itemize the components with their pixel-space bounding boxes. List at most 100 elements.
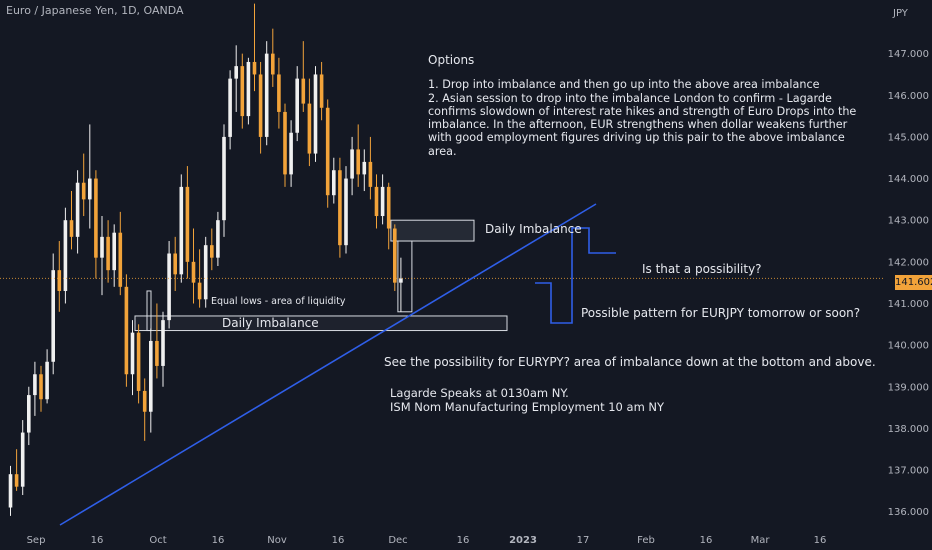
price-tick-label: 145.000	[888, 132, 929, 143]
daily-imbalance-top-label: Daily Imbalance	[485, 222, 582, 236]
candle-body	[118, 232, 123, 287]
candle-body	[313, 74, 318, 154]
candle-body	[399, 278, 403, 283]
candle-body	[149, 340, 153, 412]
candle	[142, 378, 147, 441]
candle-body	[307, 103, 312, 154]
candle-body	[252, 61, 257, 75]
drawings-layer	[0, 203, 885, 526]
candle	[88, 124, 92, 229]
candle-body	[338, 170, 342, 246]
price-tick-label: 142.000	[888, 257, 929, 268]
candle-body	[386, 186, 391, 229]
candle	[27, 386, 31, 446]
candle	[51, 253, 55, 375]
time-tick-label: Feb	[637, 535, 655, 546]
candle-body	[222, 136, 226, 221]
candle-body	[332, 170, 336, 196]
candle-body	[380, 186, 385, 217]
candle-body	[350, 149, 354, 179]
price-tick-label: 146.000	[888, 91, 929, 102]
candle	[240, 53, 245, 129]
candle-body	[8, 474, 13, 508]
candle-body	[45, 361, 49, 400]
time-tick-label: Mar	[751, 535, 771, 546]
candle-body	[210, 245, 214, 258]
time-tick-label: 2023	[509, 535, 537, 546]
equal-lows-label: Equal lows - area of liquidity	[211, 296, 346, 307]
candle-body	[75, 182, 80, 237]
options-item-1: 1. Drop into imbalance and then go up in…	[428, 78, 820, 92]
candle-body	[356, 149, 360, 175]
candle	[149, 328, 153, 433]
price-axis[interactable]: JPY 136.000 137.000 138.000 139.000 140.000 14…	[888, 8, 929, 518]
candle	[246, 57, 251, 125]
candle-body	[374, 186, 379, 217]
candle-body	[39, 374, 43, 400]
candle-body	[319, 74, 324, 108]
candle-body	[191, 261, 196, 283]
candle-body	[100, 236, 104, 258]
candle-body	[124, 286, 129, 375]
candle	[179, 174, 184, 283]
candle	[130, 320, 135, 396]
candle-body	[155, 340, 159, 366]
candle	[33, 361, 37, 416]
candle	[210, 228, 214, 271]
candle	[277, 57, 281, 129]
candle	[338, 157, 342, 258]
candles-layer	[8, 3, 403, 516]
price-tick-label: 136.000	[888, 507, 929, 518]
candle-body	[289, 132, 293, 175]
candle-body	[167, 253, 171, 321]
candle	[301, 41, 306, 112]
time-tick-label: 16	[91, 535, 104, 546]
candle	[289, 120, 293, 187]
possible-pattern-label: Possible pattern for EURJPY tomorrow or …	[581, 306, 861, 320]
candle-body	[258, 74, 263, 137]
candle-body	[393, 228, 397, 283]
candle	[112, 224, 116, 287]
candle	[234, 45, 238, 112]
candle-body	[112, 232, 116, 271]
candle-body	[94, 178, 98, 258]
candle	[197, 249, 202, 308]
candle-body	[295, 78, 299, 133]
candle-body	[301, 78, 306, 104]
candle	[264, 41, 269, 146]
candle	[252, 3, 257, 92]
news-note: Lagarde Speaks at 0130am NY. ISM Nom Man…	[390, 386, 664, 414]
candle-body	[142, 390, 147, 412]
candle	[118, 211, 123, 296]
candle-body	[228, 78, 232, 137]
candle	[362, 149, 367, 192]
candle	[185, 166, 190, 279]
time-tick-label: 17	[577, 535, 590, 546]
possibility-question: Is that a possibility?	[642, 262, 762, 276]
candle	[295, 66, 299, 142]
candle	[356, 124, 360, 187]
candle-body	[216, 220, 220, 258]
candle-body	[106, 236, 110, 271]
candle	[173, 236, 177, 291]
candle	[332, 157, 336, 204]
candle-body	[283, 111, 287, 175]
candle-body	[203, 245, 208, 300]
candle	[203, 236, 208, 308]
candle-body	[271, 53, 275, 75]
time-tick-label: 16	[332, 535, 345, 546]
candle	[20, 420, 25, 496]
time-axis[interactable]: Sep 16 Oct 16 Nov 16 Dec 16 2023 17 Feb 16 Mar 16	[27, 535, 827, 546]
candle	[216, 211, 220, 266]
chart-title: Euro / Japanese Yen, 1D, OANDA	[6, 4, 184, 17]
candle	[325, 99, 330, 208]
candle-body	[185, 186, 190, 262]
candle-body	[14, 474, 19, 487]
candle-body	[81, 182, 86, 200]
candle-body	[173, 253, 177, 275]
candle-body	[277, 74, 281, 112]
news-item-2: ISM Nom Manufacturing Employment 10 am N…	[390, 400, 665, 414]
candle-body	[57, 270, 62, 291]
candle	[386, 182, 391, 250]
